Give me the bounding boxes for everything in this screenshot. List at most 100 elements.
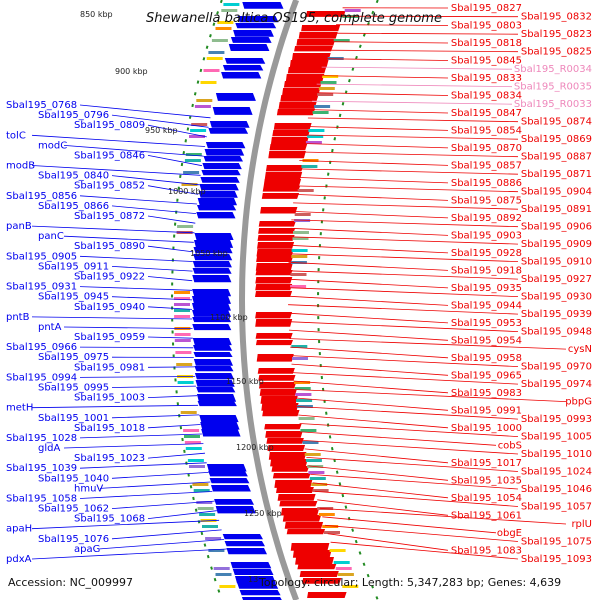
label-connector [31,404,199,409]
forward-gene-arrow [226,548,267,555]
label-connector [288,321,519,332]
gene-label: Sbal195_0840 [38,171,109,182]
label-connector [147,276,193,282]
gene-label: obgE [497,528,522,539]
label-connector [310,474,519,490]
cog-category-bar [196,501,213,504]
cog-category-bar [322,75,339,78]
gene-label: rplU [571,519,592,530]
forward-gene-arrow [192,338,232,346]
reverse-gene-arrow [256,249,294,257]
gene-label: Sbal195_1010 [521,449,592,460]
label-connector [288,261,449,271]
forward-gene-arrow [194,366,234,372]
forward-gene-arrow [201,429,241,437]
tick-label-1100: 1100 kbp [210,313,248,322]
gene-label: Sbal195_0903 [451,230,522,241]
cog-category-bar [185,447,202,450]
reverse-gene-arrow [263,179,302,186]
cog-category-bar [307,135,324,138]
gene-label: modB [6,161,35,172]
cog-category-bar [290,273,307,276]
gene-label: Sbal195_0833 [451,73,522,84]
cog-category-bar [217,21,234,24]
label-connector [79,376,196,378]
cog-category-bar [174,333,191,336]
reverse-gene-arrow [258,375,296,381]
reverse-gene-arrow [301,25,341,32]
tick-label-1050: 1050 kbp [190,249,228,258]
cog-category-bar [221,9,238,12]
gene-label: Sbal195_0983 [451,388,522,399]
reverse-gene-arrow [302,578,342,584]
reverse-gene-arrow [276,487,314,493]
right-gene-labels: Sbal195_0827Sbal195_0832Sbal195_0803Sbal… [451,3,592,565]
cog-category-bar [296,399,313,402]
gene-label: Sbal195_0847 [451,108,522,119]
label-connector [111,205,197,214]
forward-gene-arrow [193,352,233,357]
gene-label: Sbal195_1017 [451,458,522,469]
gene-label: Sbal195_0906 [521,222,592,233]
corner-digit: 13 [248,575,258,584]
forward-gene-arrow [239,590,281,596]
gene-label: Sbal195_0940 [74,302,145,313]
reverse-gene-arrow [255,270,293,276]
reverse-gene-arrow [257,235,295,241]
reverse-gene-arrow [267,445,306,451]
cog-category-bar [308,471,325,474]
gene-label: Sbal195_1040 [38,473,109,484]
label-connector [63,145,204,157]
cog-category-bar [174,309,190,312]
cog-category-bar [211,39,228,42]
gene-label: Sbal195_R0033 [514,99,592,110]
reverse-gene-arrow [258,228,296,234]
label-connector [299,423,519,437]
reverse-gene-arrow [306,11,346,17]
reverse-gene-arrow [259,382,297,389]
label-connector [314,92,449,96]
forward-gene-arrow [209,478,250,484]
cog-category-bar [291,255,308,258]
label-connector [147,185,199,195]
label-connector [290,227,449,236]
cog-category-bar [185,153,202,156]
reverse-gene-arrow [278,102,317,109]
label-connector [99,539,225,550]
gene-label: Sbal195_0928 [451,248,522,259]
gene-label: Sbal195_1054 [451,493,522,504]
gene-label: Sbal195_0927 [521,274,592,285]
gene-label: gldA [38,443,60,454]
gene-label: Sbal195_0891 [521,204,592,215]
cog-category-bar [184,441,201,444]
reverse-gene-arrow [287,67,327,74]
cog-category-bar [192,483,209,486]
reverse-gene-arrow [268,452,307,460]
gene-label: Sbal195_0994 [6,372,77,383]
cog-category-bar [295,393,312,396]
gene-label: metH [6,403,33,414]
cog-category-bar [174,315,191,318]
gene-label: Sbal195_0909 [521,239,592,250]
gene-label: Sbal195_0809 [74,120,145,131]
gene-label: Sbal195_1005 [521,432,592,443]
label-connector [31,316,193,320]
gene-label: Sbal195_0931 [6,282,77,293]
gene-label: cysN [568,344,592,355]
reverse-gene-arrow [272,473,311,479]
label-connector [288,278,449,289]
forward-gene-arrow [230,562,272,569]
label-connector [290,346,449,359]
forward-gene-arrow [203,156,243,162]
label-connector [79,286,193,291]
label-connector [31,165,201,176]
gene-label: Sbal195_1046 [521,484,592,495]
cog-category-bar [184,159,201,162]
reverse-gene-arrow [257,368,295,374]
gene-label: Sbal195_0845 [451,56,522,67]
gene-label: Sbal195_1035 [451,475,522,486]
forward-gene-arrow [206,464,247,472]
gene-label: cobS [498,440,522,451]
label-connector [299,160,449,166]
cog-category-bar [337,573,354,576]
